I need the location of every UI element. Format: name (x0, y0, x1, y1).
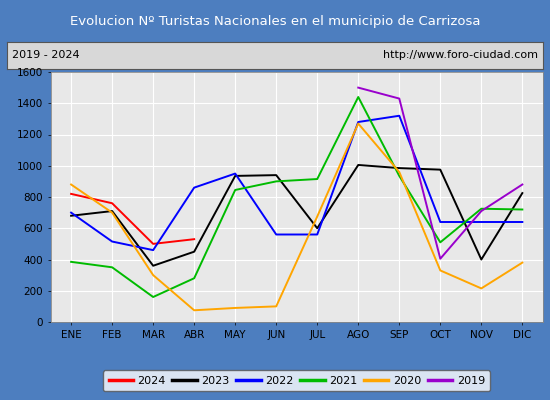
Text: Evolucion Nº Turistas Nacionales en el municipio de Carrizosa: Evolucion Nº Turistas Nacionales en el m… (70, 14, 480, 28)
Legend: 2024, 2023, 2022, 2021, 2020, 2019: 2024, 2023, 2022, 2021, 2020, 2019 (103, 370, 491, 392)
Text: 2019 - 2024: 2019 - 2024 (12, 50, 80, 60)
Text: http://www.foro-ciudad.com: http://www.foro-ciudad.com (383, 50, 538, 60)
